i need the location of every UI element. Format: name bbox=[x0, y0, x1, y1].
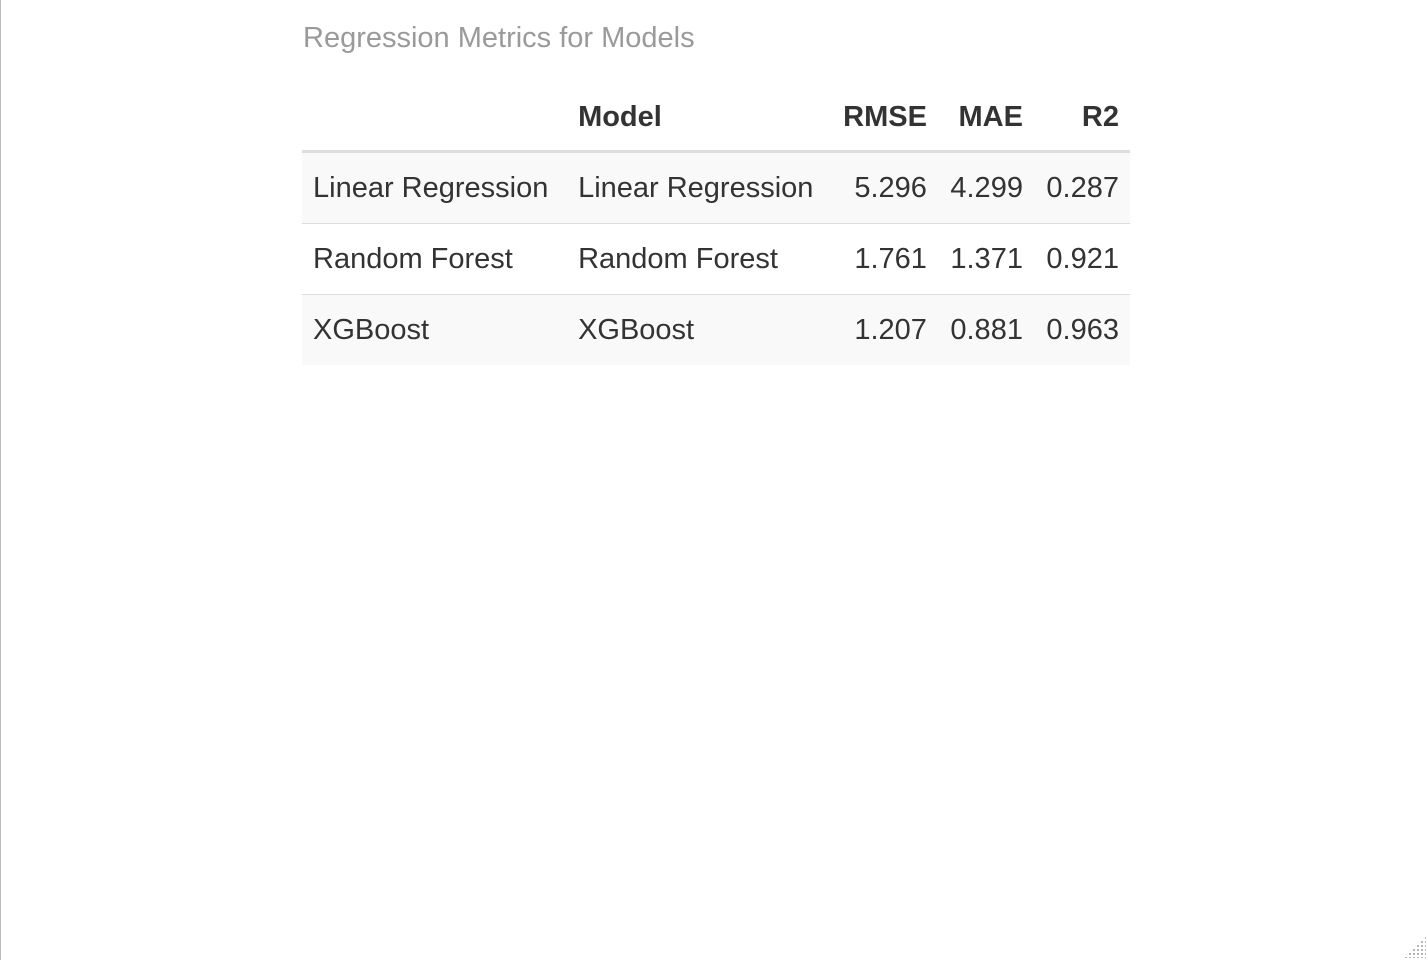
header-model: Model bbox=[567, 84, 833, 153]
metrics-table: Model RMSE MAE R2 Linear Regression Line… bbox=[302, 84, 1130, 365]
row-index-cell: XGBoost bbox=[302, 294, 568, 365]
table-row: Random Forest Random Forest 1.761 1.371 … bbox=[302, 223, 1130, 295]
table-header: Model RMSE MAE R2 bbox=[302, 84, 1130, 153]
model-cell: XGBoost bbox=[567, 294, 833, 365]
row-index-cell: Linear Regression bbox=[302, 151, 568, 224]
r2-cell: 0.287 bbox=[1033, 151, 1130, 224]
table-row: XGBoost XGBoost 1.207 0.881 0.963 bbox=[302, 294, 1130, 365]
mae-cell: 1.371 bbox=[937, 223, 1034, 295]
rmse-cell: 1.207 bbox=[832, 294, 938, 365]
model-cell: Random Forest bbox=[567, 223, 833, 295]
rmse-cell: 1.761 bbox=[832, 223, 938, 295]
resize-grip-icon[interactable] bbox=[1404, 936, 1426, 958]
header-r2: R2 bbox=[1033, 84, 1130, 153]
table-caption: Regression Metrics for Models bbox=[303, 22, 695, 54]
model-cell: Linear Regression bbox=[567, 151, 833, 224]
header-mae: MAE bbox=[937, 84, 1034, 153]
metrics-table-container: Model RMSE MAE R2 Linear Regression Line… bbox=[302, 84, 1130, 365]
rmse-cell: 5.296 bbox=[832, 151, 938, 224]
r2-cell: 0.963 bbox=[1033, 294, 1130, 365]
header-index bbox=[302, 84, 568, 153]
table-body: Linear Regression Linear Regression 5.29… bbox=[302, 151, 1130, 365]
window-left-border bbox=[0, 0, 1, 960]
header-rmse: RMSE bbox=[832, 84, 938, 153]
r2-cell: 0.921 bbox=[1033, 223, 1130, 295]
header-row: Model RMSE MAE R2 bbox=[302, 84, 1130, 153]
row-index-cell: Random Forest bbox=[302, 223, 568, 295]
mae-cell: 4.299 bbox=[937, 151, 1034, 224]
table-row: Linear Regression Linear Regression 5.29… bbox=[302, 151, 1130, 224]
mae-cell: 0.881 bbox=[937, 294, 1034, 365]
